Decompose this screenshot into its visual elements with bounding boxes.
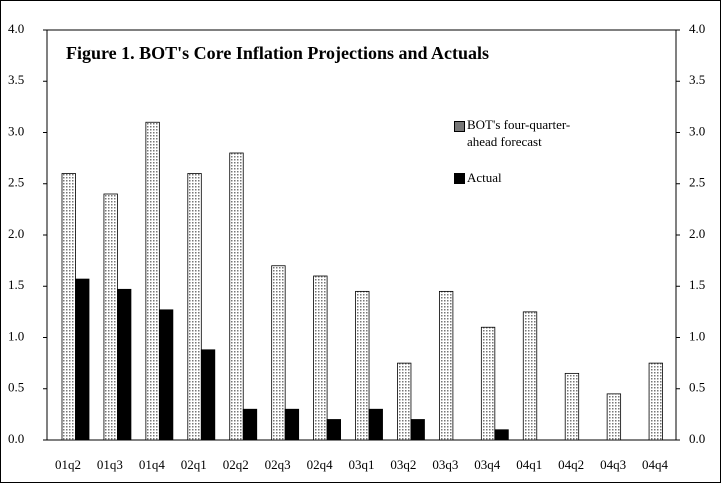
- chart-title: Figure 1. BOT's Core Inflation Projectio…: [66, 43, 490, 63]
- bar: [242, 408, 258, 441]
- x-tick-label: 02q2: [223, 457, 249, 472]
- bar: [368, 408, 383, 441]
- x-tick-label: 01q4: [139, 457, 166, 472]
- bar: [355, 290, 370, 441]
- bar: [480, 326, 496, 441]
- x-tick-label: 04q3: [600, 457, 626, 472]
- y2-tick-label: 1.5: [689, 277, 705, 292]
- y-tick-label: 2.0: [8, 226, 24, 241]
- x-tick-label: 04q2: [558, 457, 584, 472]
- bar: [326, 419, 342, 441]
- bar: [187, 173, 202, 441]
- y2-tick-label: 2.0: [689, 226, 705, 241]
- y2-tick-label: 3.5: [689, 72, 705, 87]
- bar: [200, 349, 216, 441]
- x-tick-label: 04q4: [642, 457, 669, 472]
- y-tick-label: 2.5: [8, 175, 24, 190]
- bar: [145, 121, 160, 441]
- bar: [522, 311, 538, 441]
- legend-swatch: [454, 173, 465, 184]
- y2-tick-label: 4.0: [689, 21, 705, 36]
- y-tick-label: 3.5: [8, 72, 24, 87]
- bar: [117, 288, 132, 441]
- bar: [271, 265, 286, 441]
- bar: [103, 193, 118, 441]
- x-tick-label: 02q3: [265, 457, 291, 472]
- bar: [606, 393, 622, 441]
- bar: [313, 275, 328, 441]
- y2-tick-label: 2.5: [689, 175, 705, 190]
- bar: [158, 309, 174, 441]
- y2-tick-label: 0.0: [689, 431, 705, 446]
- x-tick-label: 03q4: [474, 457, 501, 472]
- x-tick-label: 02q1: [181, 457, 207, 472]
- y-tick-label: 0.5: [8, 380, 24, 395]
- bar: [397, 362, 412, 441]
- y-tick-label: 1.0: [8, 328, 24, 343]
- x-tick-label: 04q1: [516, 457, 542, 472]
- bar: [648, 362, 663, 441]
- y-tick-label: 3.0: [8, 123, 24, 138]
- y2-tick-label: 0.5: [689, 380, 705, 395]
- bar: [438, 290, 454, 441]
- bar: [494, 429, 509, 441]
- x-tick-label: 02q4: [307, 457, 334, 472]
- bar: [229, 152, 244, 441]
- x-tick-label: 03q2: [390, 457, 416, 472]
- bar: [61, 173, 76, 441]
- x-tick-label: 01q2: [55, 457, 81, 472]
- bar: [410, 419, 425, 441]
- bar: [564, 372, 580, 441]
- x-tick-label: 01q3: [97, 457, 123, 472]
- y-tick-label: 0.0: [8, 431, 24, 446]
- x-tick-label: 03q1: [349, 457, 375, 472]
- x-tick-label: 03q3: [432, 457, 458, 472]
- y-tick-label: 4.0: [8, 21, 24, 36]
- bar: [284, 408, 300, 441]
- y2-tick-label: 3.0: [689, 123, 705, 138]
- legend-label: BOT's four-quarter-ahead forecast: [467, 117, 571, 149]
- legend-swatch: [454, 121, 465, 132]
- y2-tick-label: 1.0: [689, 328, 705, 343]
- y-tick-label: 1.5: [8, 277, 24, 292]
- bar: [75, 278, 90, 441]
- legend-label: Actual: [467, 170, 502, 185]
